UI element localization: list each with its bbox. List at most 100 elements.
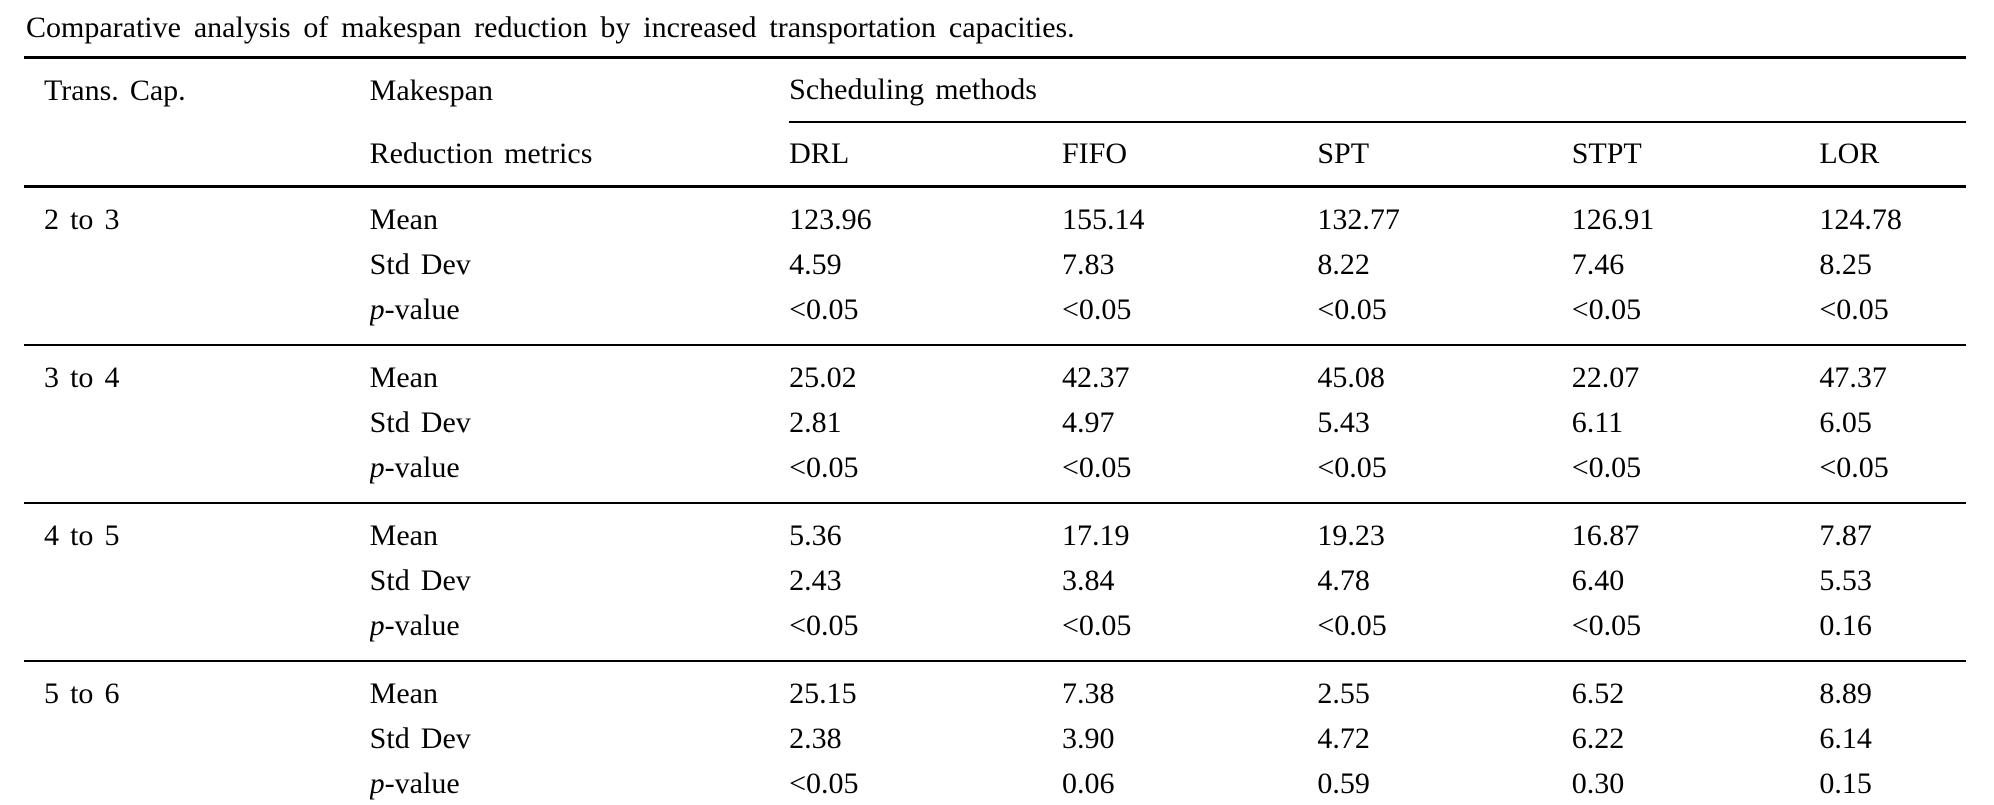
metric-text: Mean [369, 202, 438, 236]
value-cell: 4.78 [1317, 563, 1370, 597]
metric-cell: p-value [369, 603, 790, 662]
capacity-cell [24, 242, 370, 287]
table-row: 2 to 3 Mean 123.96 155.14 132.77 126.91 … [24, 187, 1966, 243]
table-row: 4 to 5 Mean 5.36 17.19 19.23 16.87 7.87 [24, 503, 1966, 558]
table-row: p-value <0.05 0.06 0.59 0.30 0.15 [24, 761, 1966, 805]
header-row-methods: Reduction metrics DRL FIFO SPT STPT LOR [24, 122, 1966, 188]
metric-cell: Std Dev [370, 242, 789, 287]
value-cell: <0.05 [1061, 287, 1318, 346]
metric-cell: Std Dev [370, 400, 789, 445]
table-caption: Comparative analysis of makespan reducti… [26, 11, 1075, 44]
metric-text: -value [384, 766, 460, 800]
value-cell: 2.55 [1317, 676, 1370, 710]
metric-italic: p [369, 292, 385, 326]
value-cell: 45.08 [1317, 360, 1385, 394]
value-cell: 6.05 [1819, 405, 1872, 439]
header-makespan: Makespan [369, 73, 493, 107]
value-cell: 7.87 [1819, 518, 1872, 552]
header-reduction-metrics: Reduction metrics [369, 122, 790, 188]
value-cell: <0.05 [1061, 445, 1318, 504]
value-cell: 2.43 [789, 563, 842, 597]
value-cell: <0.05 [1819, 445, 1966, 504]
value-cell: 6.11 [1571, 405, 1624, 439]
metric-text: -value [384, 292, 460, 326]
value-cell: 6.14 [1819, 721, 1872, 755]
metric-text: Mean [369, 360, 438, 394]
value-cell: 42.37 [1061, 360, 1130, 394]
value-cell: 16.87 [1571, 518, 1640, 552]
table-row: 5 to 6 Mean 25.15 7.38 2.55 6.52 8.89 [24, 661, 1966, 716]
value-cell: 7.38 [1061, 676, 1115, 710]
metric-text: Mean [369, 676, 438, 710]
value-cell: 7.46 [1571, 247, 1625, 281]
metric-cell: Std Dev [370, 716, 789, 761]
value-cell: <0.05 [789, 287, 1062, 346]
value-cell: 6.52 [1571, 676, 1625, 710]
value-cell: 8.89 [1819, 676, 1872, 710]
table-row: Std Dev 4.59 7.83 8.22 7.46 8.25 [24, 242, 1966, 287]
value-cell: 4.97 [1061, 405, 1115, 439]
table-row: Std Dev 2.81 4.97 5.43 6.11 6.05 [24, 400, 1966, 445]
value-cell: 4.59 [789, 247, 842, 281]
value-cell: 25.15 [789, 676, 857, 710]
value-cell: <0.05 [789, 603, 1062, 662]
capacity-cell: 2 to 3 [44, 202, 120, 236]
metric-italic: p [369, 608, 385, 642]
value-cell: <0.05 [789, 761, 1062, 805]
value-cell: 3.90 [1061, 721, 1115, 755]
metric-text: Std Dev [369, 405, 471, 439]
metric-text: -value [384, 450, 460, 484]
metric-italic: p [369, 450, 385, 484]
value-cell: 2.38 [789, 721, 842, 755]
table-row: 3 to 4 Mean 25.02 42.37 45.08 22.07 47.3… [24, 345, 1966, 400]
value-cell: 5.53 [1819, 563, 1872, 597]
metric-italic: p [369, 766, 385, 800]
value-cell: 155.14 [1061, 202, 1145, 236]
value-cell: 19.23 [1317, 518, 1385, 552]
value-cell: 8.25 [1819, 247, 1872, 281]
header-method-stpt: STPT [1571, 122, 1820, 188]
capacity-cell [24, 603, 370, 662]
value-cell: 123.96 [789, 202, 872, 236]
value-cell: 132.77 [1317, 202, 1400, 236]
value-cell: 47.37 [1819, 360, 1887, 394]
capacity-cell [24, 558, 370, 603]
capacity-cell: 5 to 6 [44, 676, 120, 710]
table-row: Std Dev 2.43 3.84 4.78 6.40 5.53 [24, 558, 1966, 603]
value-cell: <0.05 [1317, 603, 1572, 662]
metric-text: Mean [369, 518, 438, 552]
value-cell: 0.06 [1061, 761, 1318, 805]
metric-cell: Mean [370, 345, 789, 400]
header-row-top: Trans. Cap. Makespan Scheduling methods [24, 57, 1966, 123]
header-trans-cap: Trans. Cap. [44, 73, 186, 107]
capacity-cell [24, 287, 370, 346]
header-method-drl: DRL [789, 122, 1062, 188]
metric-text: Std Dev [369, 721, 471, 755]
value-cell: 0.16 [1819, 603, 1966, 662]
metric-text: Std Dev [369, 563, 471, 597]
value-cell: 4.72 [1317, 721, 1370, 755]
header-scheduling-methods: Scheduling methods [789, 57, 1966, 123]
value-cell: <0.05 [1571, 287, 1820, 346]
value-cell: <0.05 [1819, 287, 1966, 346]
header-method-spt: SPT [1317, 122, 1572, 188]
value-cell: <0.05 [1571, 445, 1820, 504]
header-method-fifo: FIFO [1061, 122, 1318, 188]
value-cell: <0.05 [1317, 287, 1572, 346]
comparative-analysis-table: Trans. Cap. Makespan Scheduling methods … [24, 56, 1966, 805]
capacity-cell: 4 to 5 [44, 518, 120, 552]
metric-cell: Mean [370, 661, 789, 716]
metric-cell: p-value [369, 445, 790, 504]
metric-cell: Std Dev [370, 558, 789, 603]
value-cell: 7.83 [1061, 247, 1115, 281]
metric-text: Std Dev [369, 247, 471, 281]
value-cell: 3.84 [1061, 563, 1115, 597]
value-cell: 2.81 [789, 405, 842, 439]
value-cell: 8.22 [1317, 247, 1370, 281]
value-cell: <0.05 [1317, 445, 1572, 504]
capacity-cell [24, 761, 370, 805]
metric-cell: p-value [369, 761, 790, 805]
capacity-cell [24, 445, 370, 504]
value-cell: 5.43 [1317, 405, 1370, 439]
value-cell: 5.36 [789, 518, 842, 552]
